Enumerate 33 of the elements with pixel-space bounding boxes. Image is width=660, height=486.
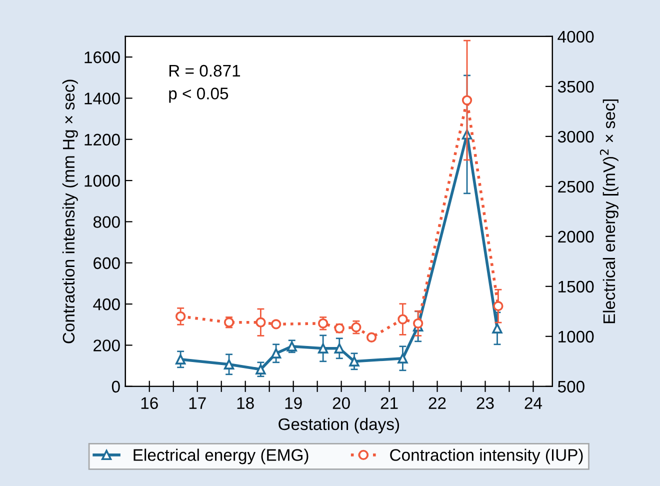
legend-label: Electrical energy (EMG) — [134, 448, 308, 464]
y2-tick-label: 500 — [558, 380, 584, 393]
y2-axis-title: Electrical energy [(mV)$^{2}$ × sec] — [600, 100, 618, 324]
legend-label: Contraction intensity (IUP) — [390, 448, 583, 464]
x-tick-label: 21 — [380, 397, 398, 409]
x-tick-label: 17 — [189, 397, 206, 409]
annotation: p < 0.05 — [169, 88, 228, 103]
y-tick-label: 1000 — [84, 174, 120, 187]
y-tick-label: 200 — [94, 340, 120, 352]
y-tick-label: 400 — [93, 298, 120, 310]
x-tick-label: 18 — [237, 397, 254, 410]
y-tick-label: 1200 — [84, 134, 120, 146]
y-tick-label: 600 — [94, 257, 120, 270]
y-tick-label: 0 — [112, 380, 120, 393]
y-tick-label: 1600 — [84, 51, 120, 64]
x-tick-label: 20 — [332, 397, 350, 410]
y2-tick-label: 2500 — [558, 180, 594, 193]
y2-tick-label: 3500 — [558, 80, 594, 93]
x-tick-label: 16 — [141, 397, 158, 410]
x-axis-title: Gestation (days) — [278, 418, 400, 434]
x-tick-label: 24 — [524, 397, 542, 409]
x-tick-label: 22 — [428, 397, 446, 409]
y2-tick-label: 1500 — [558, 280, 594, 293]
y2-tick-label: 3000 — [558, 130, 594, 143]
y2-tick-label: 2000 — [558, 230, 594, 243]
y-axis-title: Contraction intensity (mm Hg × sec) — [62, 80, 78, 344]
y2-tick-label: 1000 — [558, 330, 594, 343]
y-tick-label: 800 — [93, 216, 120, 228]
x-tick-label: 23 — [476, 397, 494, 410]
annotation: R = 0.871 — [169, 64, 240, 77]
x-tick-label: 19 — [285, 397, 302, 410]
y2-tick-label: 4000 — [558, 30, 594, 43]
y-tick-label: 1400 — [84, 92, 120, 104]
